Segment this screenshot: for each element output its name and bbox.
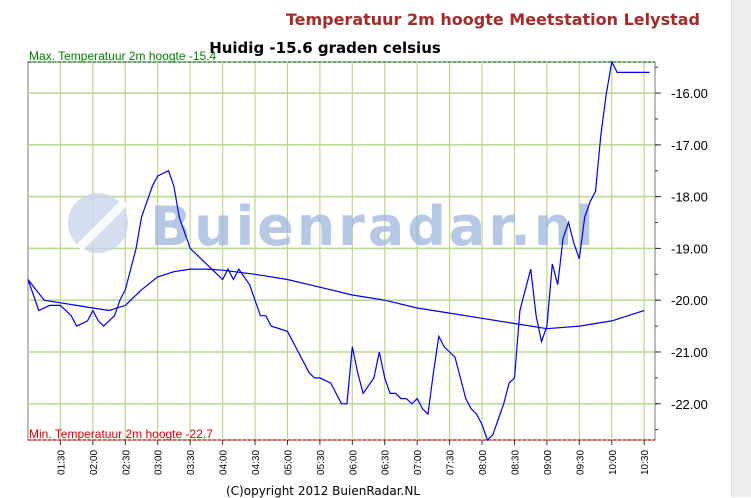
x-tick-label: 08:00 <box>478 450 489 475</box>
x-tick-label: 04:30 <box>251 450 262 475</box>
x-tick-label: 05:00 <box>283 450 294 475</box>
series-layer <box>27 60 650 442</box>
x-tick-label: 06:00 <box>348 450 359 475</box>
x-tick-label: 07:30 <box>446 450 457 475</box>
temperature-line <box>27 60 650 442</box>
x-tick-label: 01:30 <box>56 450 67 475</box>
chart-subtitle: Huidig -15.6 graden celsius <box>209 39 441 57</box>
x-tick-label: 06:30 <box>381 450 392 475</box>
x-tick-label: 10:00 <box>608 450 619 475</box>
x-tick-label: 02:00 <box>89 450 100 475</box>
min-reference-label: Min. Temperatuur 2m hoogte -22.7 <box>29 427 213 441</box>
x-tick-label: 07:00 <box>413 450 424 475</box>
x-tick-label: 04:00 <box>219 450 230 475</box>
y-tick-label: -17.00 <box>671 138 708 153</box>
y-tick-label: -18.00 <box>671 190 708 205</box>
y-tick-label: -21.00 <box>671 345 708 360</box>
y-tick-label: -16.00 <box>671 86 708 101</box>
x-tick-label: 03:30 <box>186 450 197 475</box>
watermark-text: Buienradar.nl <box>150 195 597 258</box>
x-tick-label: 02:30 <box>121 450 132 475</box>
y-tick-label: -19.00 <box>671 241 708 256</box>
axis-layer: -16.00 -17.00 -18.00 -19.00 -20.00 -21.00 -22.… <box>56 66 708 475</box>
x-tick-label: 10:30 <box>640 450 651 475</box>
x-tick-label: 08:30 <box>510 450 521 475</box>
reference-lines: Max. Temperatuur 2m hoogte -15.4 Min. Tem… <box>28 49 655 441</box>
x-tick-label: 05:30 <box>316 450 327 475</box>
chart-title: Temperatuur 2m hoogte Meetstation Lelyst… <box>285 10 700 29</box>
watermark-layer: Buienradar.nl <box>68 193 597 258</box>
watermark-logo-slash <box>76 199 128 251</box>
y-tick-label: -20.00 <box>671 293 708 308</box>
x-tick-label: 09:00 <box>543 450 554 475</box>
x-tick-label: 03:00 <box>154 450 165 475</box>
copyright-text: (C)opyright 2012 BuienRadar.NL <box>226 484 421 498</box>
scrollbar-strip <box>731 0 751 497</box>
x-tick-label: 09:30 <box>575 450 586 475</box>
average-line <box>27 268 645 330</box>
max-reference-label: Max. Temperatuur 2m hoogte -15.4 <box>29 49 217 63</box>
plot-frame <box>27 61 656 441</box>
y-tick-label: -22.00 <box>671 397 708 412</box>
